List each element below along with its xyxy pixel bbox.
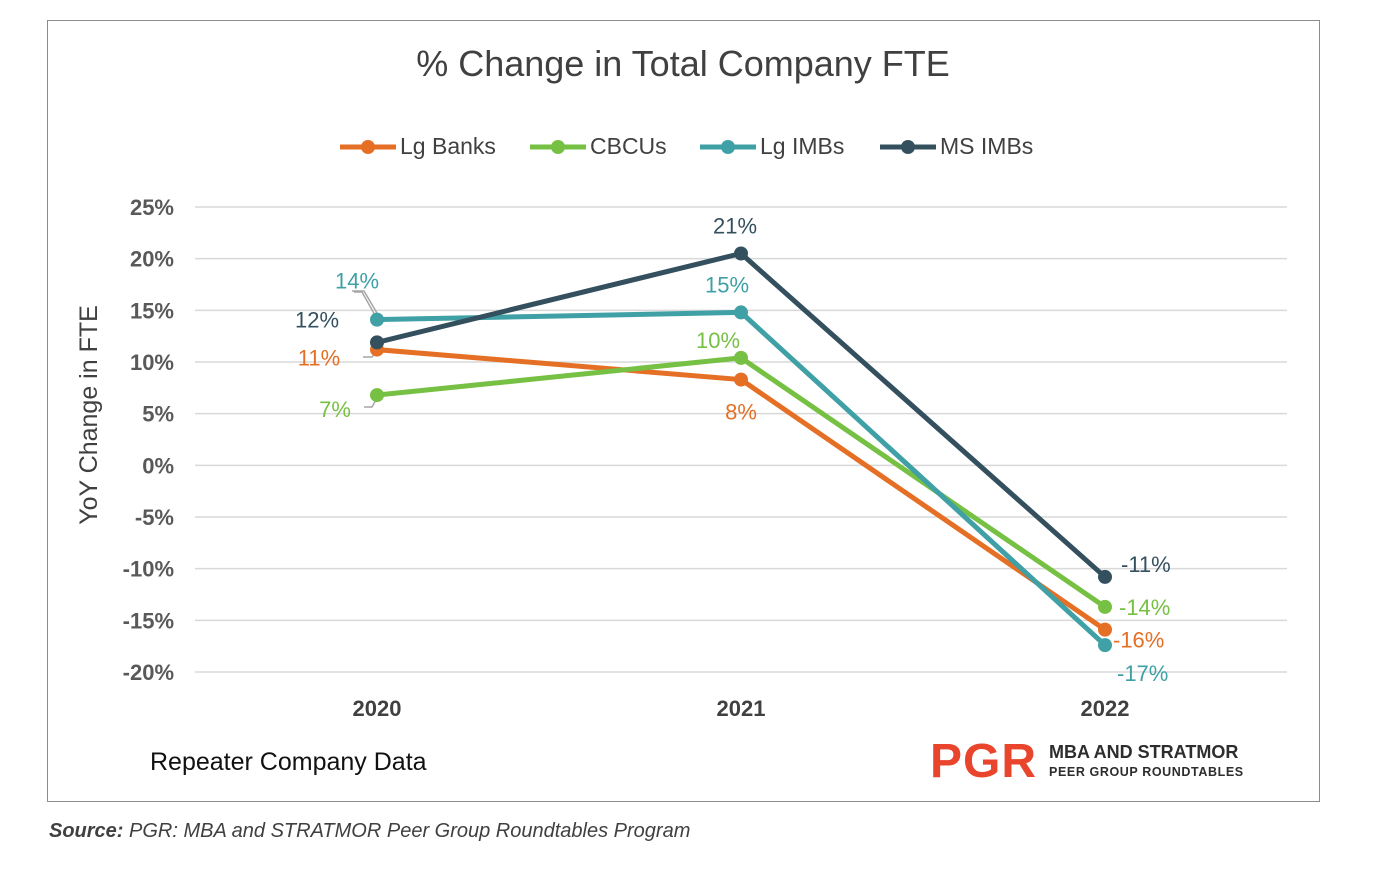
- chart-frame: [47, 20, 1320, 802]
- data-point: [1098, 599, 1112, 614]
- y-tick-label: 0%: [142, 453, 174, 478]
- data-label: 8%: [725, 400, 757, 425]
- legend-label: MS IMBs: [940, 133, 1033, 159]
- chart-title: % Change in Total Company FTE: [416, 43, 950, 84]
- x-tick-label: 2021: [717, 696, 766, 721]
- data-point: [734, 350, 748, 365]
- data-point: [370, 312, 384, 327]
- data-label: 21%: [713, 214, 757, 239]
- y-tick-label: -10%: [123, 557, 174, 582]
- y-tick-label: 25%: [130, 195, 174, 220]
- data-label: -11%: [1121, 552, 1171, 577]
- legend-swatch-marker: [721, 140, 735, 154]
- logo-line-1: MBA AND STRATMOR: [1049, 742, 1239, 762]
- data-point: [734, 246, 748, 261]
- legend-swatch-marker: [361, 140, 375, 154]
- y-tick-label: 15%: [130, 298, 174, 323]
- leader-line: [354, 291, 377, 318]
- data-label: 10%: [696, 328, 740, 353]
- data-point: [734, 372, 748, 387]
- x-tick-label: 2022: [1081, 696, 1130, 721]
- y-tick-label: -15%: [123, 608, 174, 633]
- data-point: [370, 335, 384, 350]
- source-text: PGR: MBA and STRATMOR Peer Group Roundta…: [129, 820, 691, 842]
- data-label: 15%: [705, 272, 749, 297]
- source-note: Source: PGR: MBA and STRATMOR Peer Group…: [49, 820, 690, 843]
- data-point: [1098, 638, 1112, 653]
- legend-label: CBCUs: [590, 133, 667, 159]
- legend-label: Lg Banks: [400, 133, 496, 159]
- data-label: 12%: [295, 307, 339, 332]
- data-label: -16%: [1113, 628, 1164, 653]
- data-point: [1098, 622, 1112, 637]
- x-tick-label: 2020: [353, 696, 402, 721]
- data-label: 7%: [319, 397, 351, 422]
- source-label: Source:: [49, 820, 124, 842]
- y-tick-label: 20%: [130, 247, 174, 272]
- legend-label: Lg IMBs: [760, 133, 844, 159]
- legend-swatch-marker: [551, 140, 565, 154]
- leader-line: [352, 290, 378, 314]
- data-label: 14%: [335, 269, 379, 294]
- data-label: 11%: [298, 346, 340, 371]
- data-label: -14%: [1119, 595, 1170, 620]
- logo-mark: PGR: [930, 735, 1038, 788]
- data-label: -17%: [1117, 661, 1168, 686]
- data-point: [370, 388, 384, 403]
- logo-line-2: PEER GROUP ROUNDTABLES: [1049, 765, 1244, 779]
- y-tick-label: -20%: [123, 660, 174, 685]
- y-axis-label: YoY Change in FTE: [75, 305, 103, 525]
- y-tick-label: 10%: [130, 350, 174, 375]
- y-tick-label: -5%: [135, 505, 174, 530]
- chart-annotation: Repeater Company Data: [150, 748, 427, 776]
- legend-swatch-marker: [901, 140, 915, 154]
- pgr-logo: PGR MBA AND STRATMOR PEER GROUP ROUNDTAB…: [930, 738, 1244, 786]
- logo-text: MBA AND STRATMOR PEER GROUP ROUNDTABLES: [1049, 742, 1244, 782]
- series-line: [376, 347, 1107, 632]
- data-point: [1098, 569, 1112, 584]
- data-point: [734, 305, 748, 320]
- y-tick-label: 5%: [142, 402, 174, 427]
